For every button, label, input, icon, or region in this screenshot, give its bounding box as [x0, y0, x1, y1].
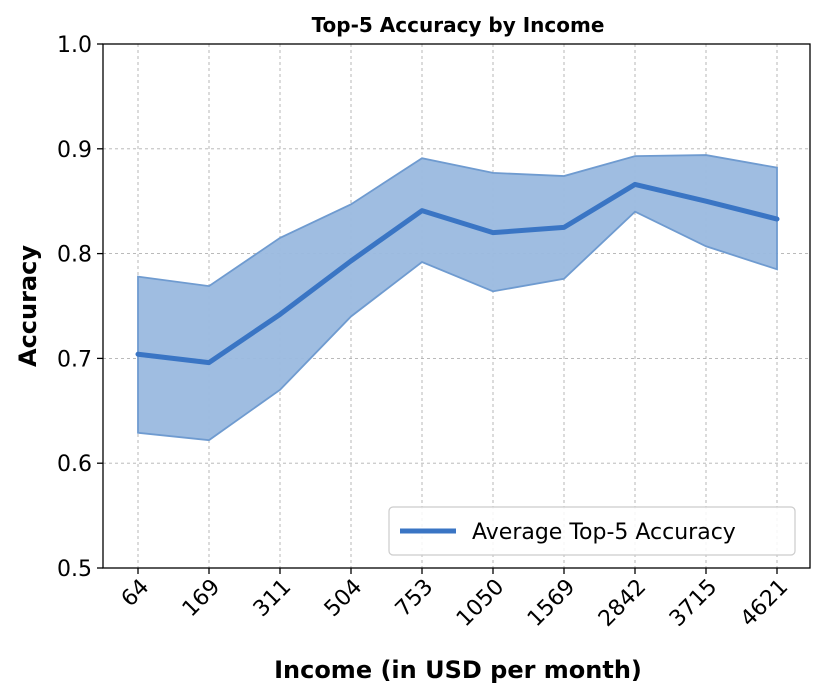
x-tick-label: 4621 — [736, 575, 793, 632]
y-axis-label: Accuracy — [14, 245, 42, 367]
y-tick-label: 0.5 — [57, 557, 92, 582]
x-tick-label: 64 — [117, 575, 154, 612]
y-tick-label: 0.7 — [57, 347, 92, 372]
legend: Average Top-5 Accuracy — [388, 506, 796, 556]
y-tick-label: 1.0 — [57, 33, 92, 58]
x-ticks: 64 169 311 504 753 1050 1569 2842 3715 4621 — [117, 568, 793, 632]
x-tick-label: 1050 — [452, 575, 509, 632]
y-tick-label: 0.9 — [57, 138, 92, 163]
average-accuracy-line — [135, 181, 780, 366]
x-tick-label: 3715 — [665, 575, 722, 632]
x-tick-label: 2842 — [594, 575, 651, 632]
x-tick-label: 169 — [178, 575, 225, 622]
x-tick-label: 311 — [249, 575, 296, 622]
legend-box — [388, 506, 796, 556]
x-tick-label: 753 — [391, 575, 438, 622]
plot-frame — [102, 43, 811, 569]
y-ticks: 0.5 0.6 0.7 0.8 0.9 1.0 — [57, 33, 103, 582]
legend-label: Average Top-5 Accuracy — [472, 520, 736, 545]
x-tick-label: 504 — [320, 575, 367, 622]
confidence-band-area — [137, 154, 778, 442]
chart-title: Top-5 Accuracy by Income — [312, 13, 605, 37]
confidence-band — [137, 154, 778, 442]
x-axis-label: Income (in USD per month) — [274, 656, 642, 684]
x-tick-label: 1569 — [523, 575, 580, 632]
y-tick-label: 0.6 — [57, 452, 92, 477]
y-tick-label: 0.8 — [57, 243, 92, 268]
series-line — [135, 181, 780, 366]
